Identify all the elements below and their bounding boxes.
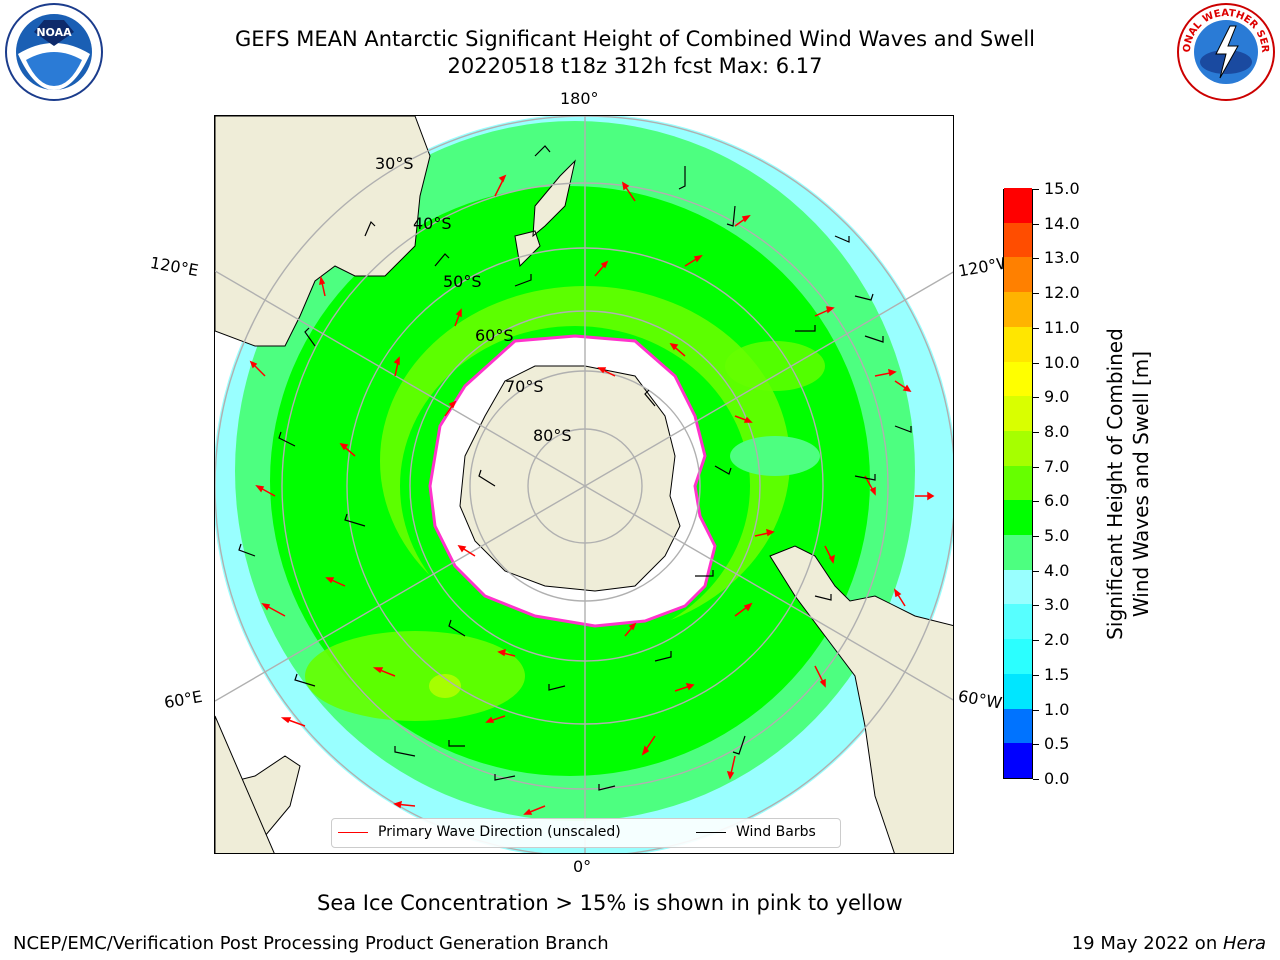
colorbar-tick-label: 1.5 bbox=[1044, 664, 1070, 684]
lon-label-60w: 60°W bbox=[956, 686, 1004, 713]
wave-band-6m-peak bbox=[429, 674, 461, 698]
australia bbox=[215, 116, 431, 347]
colorbar-tickmark bbox=[1033, 327, 1039, 329]
wave-band-3m-pacific bbox=[730, 436, 820, 476]
colorbar-tickmark bbox=[1033, 536, 1039, 538]
lon-label-0: 0° bbox=[573, 857, 592, 876]
colorbar-tickmark bbox=[1033, 362, 1039, 364]
colorbar-tickmark bbox=[1033, 466, 1039, 468]
colorbar-tickmark bbox=[1033, 744, 1039, 746]
colorbar-tick-label: 5.0 bbox=[1044, 526, 1070, 546]
colorbar-tickmark bbox=[1033, 605, 1039, 607]
sea-ice-note: Sea Ice Concentration > 15% is shown in … bbox=[317, 891, 903, 915]
colorbar-tick-label: 13.0 bbox=[1044, 248, 1080, 268]
colorbar-tick-label: 0.0 bbox=[1044, 769, 1070, 788]
colorbar-segment bbox=[1004, 256, 1032, 293]
colorbar-segment bbox=[1004, 569, 1032, 605]
legend-wave-direction: Primary Wave Direction (unscaled) bbox=[338, 824, 621, 840]
legend-black-line-icon bbox=[696, 831, 726, 833]
colorbar-segment bbox=[1004, 326, 1032, 362]
chart-title: GEFS MEAN Antarctic Significant Height o… bbox=[234, 27, 1036, 51]
lat-label-80s: 80°S bbox=[533, 426, 572, 445]
colorbar-segment bbox=[1004, 534, 1032, 570]
colorbar-tick-label: 8.0 bbox=[1044, 421, 1070, 441]
south-america bbox=[769, 545, 953, 853]
colorbar-tick-label: 15.0 bbox=[1044, 179, 1080, 198]
colorbar-tick-label: 4.0 bbox=[1044, 560, 1070, 580]
lat-label-30s: 30°S bbox=[375, 154, 414, 173]
colorbar-segment bbox=[1004, 708, 1032, 744]
lat-label-60s: 60°S bbox=[475, 326, 514, 345]
colorbar-tickmark bbox=[1033, 640, 1039, 642]
colorbar-tickmark bbox=[1033, 570, 1039, 572]
colorbar-segment bbox=[1004, 638, 1032, 674]
colorbar-tickmark bbox=[1033, 674, 1039, 676]
colorbar-tick-label: 3.0 bbox=[1044, 595, 1070, 615]
colorbar-tickmark bbox=[1033, 431, 1039, 433]
colorbar bbox=[1003, 187, 1033, 779]
colorbar-segment bbox=[1004, 291, 1032, 327]
colorbar-segment bbox=[1004, 673, 1032, 709]
nws-logo: NATIONAL WEATHER SERVICE bbox=[1176, 2, 1275, 101]
new-zealand bbox=[514, 159, 576, 268]
antarctica bbox=[459, 365, 681, 592]
colorbar-segment bbox=[1004, 499, 1032, 536]
lat-label-40s: 40°S bbox=[413, 214, 452, 233]
chart-subtitle-run: 20220518 t18z 312h fcst Max: 6.17 bbox=[447, 54, 823, 78]
graticule bbox=[215, 116, 953, 853]
colorbar-segment bbox=[1004, 603, 1032, 640]
colorbar-segment bbox=[1004, 430, 1032, 466]
colorbar-tickmark bbox=[1033, 223, 1039, 225]
colorbar-segment bbox=[1004, 395, 1032, 431]
wave-band-5m-pacific bbox=[725, 341, 825, 391]
colorbar-tickmark bbox=[1033, 258, 1039, 260]
lon-label-120e: 120°E bbox=[148, 252, 200, 281]
colorbar-tick-label: 7.0 bbox=[1044, 456, 1070, 476]
footer-date: 19 May 2022 on Hera bbox=[1071, 933, 1266, 954]
colorbar-segment bbox=[1004, 742, 1032, 778]
noaa-logo-text: NOAA bbox=[36, 26, 72, 39]
lon-label-60e: 60°E bbox=[162, 686, 204, 713]
colorbar-segment bbox=[1004, 361, 1032, 397]
colorbar-tick-label: 12.0 bbox=[1044, 283, 1080, 303]
colorbar-tickmark bbox=[1033, 501, 1039, 503]
map-frame: 30°S 40°S 50°S 60°S 70°S 80°S bbox=[214, 115, 954, 854]
noaa-logo: NOAA bbox=[5, 3, 103, 101]
polar-map: 30°S 40°S 50°S 60°S 70°S 80°S bbox=[215, 116, 953, 853]
colorbar-tick-label: 9.0 bbox=[1044, 387, 1070, 407]
colorbar-tickmark bbox=[1033, 779, 1039, 780]
colorbar-tick-label: 10.0 bbox=[1044, 352, 1080, 372]
lon-label-180: 180° bbox=[560, 89, 599, 108]
colorbar-tick-label: 11.0 bbox=[1044, 317, 1080, 337]
wave-band-5m-south-atlantic bbox=[305, 631, 525, 721]
colorbar-tickmark bbox=[1033, 709, 1039, 711]
africa-tip bbox=[215, 715, 275, 853]
legend-red-line-icon bbox=[338, 831, 368, 833]
footer-branch: NCEP/EMC/Verification Post Processing Pr… bbox=[13, 933, 609, 954]
colorbar-segment bbox=[1004, 222, 1032, 258]
lat-label-50s: 50°S bbox=[443, 272, 482, 291]
colorbar-tick-label: 2.0 bbox=[1044, 630, 1070, 650]
colorbar-label: Significant Height of Combined Wind Wave… bbox=[1103, 328, 1153, 640]
map-legend: Primary Wave Direction (unscaled) Wind B… bbox=[331, 818, 841, 848]
legend-wind-barbs: Wind Barbs bbox=[696, 824, 816, 840]
colorbar-tick-label: 14.0 bbox=[1044, 213, 1080, 233]
colorbar-tick-label: 0.5 bbox=[1044, 734, 1070, 754]
colorbar-tick-label: 6.0 bbox=[1044, 491, 1070, 511]
wave-direction-arrows bbox=[249, 174, 935, 815]
lat-label-70s: 70°S bbox=[505, 377, 544, 396]
colorbar-tickmark bbox=[1033, 189, 1039, 190]
colorbar-tickmark bbox=[1033, 397, 1039, 399]
colorbar-segment bbox=[1004, 187, 1032, 223]
colorbar-segment bbox=[1004, 465, 1032, 501]
wind-barbs bbox=[238, 145, 912, 791]
colorbar-tickmark bbox=[1033, 293, 1039, 295]
colorbar-tick-label: 1.0 bbox=[1044, 699, 1070, 719]
